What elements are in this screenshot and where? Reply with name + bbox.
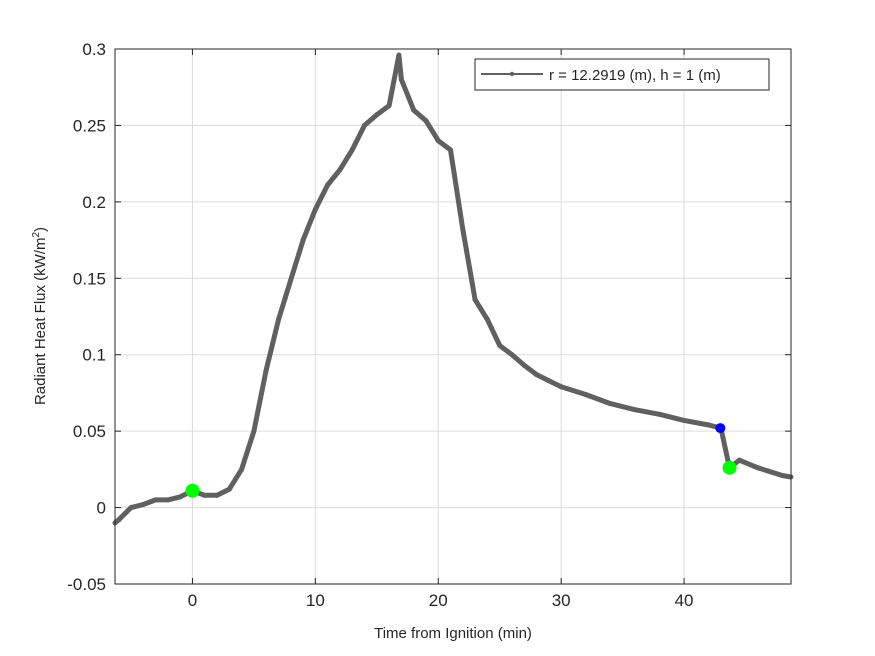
legend-entry: r = 12.2919 (m), h = 1 (m) (549, 67, 721, 84)
data-point (497, 343, 503, 349)
ticks: 0 10 20 30 40 -0.05 0 0.05 0.1 0.15 0.2 0.25 0.3 (67, 40, 791, 610)
legend: r = 12.2919 (m), h = 1 (m) (474, 58, 770, 91)
x-tick-label: 10 (306, 591, 325, 610)
axes-box (114, 48, 792, 585)
x-tick-label: 20 (429, 591, 448, 610)
data-point (448, 147, 454, 153)
data-point (583, 391, 589, 397)
data-point (140, 502, 146, 508)
data-point (202, 492, 208, 498)
data-point (312, 207, 318, 212)
data-point (325, 182, 331, 188)
data-point (755, 465, 761, 471)
y-axis-label: Radiant Heat Flux (kW/m2) (31, 227, 49, 405)
y-tick-label: 0.3 (82, 40, 106, 59)
data-point (386, 103, 392, 109)
y-tick-label: -0.05 (67, 575, 106, 594)
y-tick-label: 0.05 (73, 422, 106, 441)
data-point (263, 367, 269, 373)
y-tick-label: 0.2 (82, 193, 106, 212)
x-tick-label: 40 (675, 591, 694, 610)
data-point (656, 411, 662, 417)
data-point (214, 492, 220, 498)
data-point (534, 372, 540, 378)
data-point (460, 226, 466, 232)
highlight-marker (185, 483, 200, 498)
data-point (153, 497, 159, 503)
data-point (349, 147, 355, 153)
data-point (398, 77, 404, 83)
data-point (165, 497, 171, 503)
data-point (128, 505, 134, 511)
data-point (546, 378, 552, 384)
data-point (362, 122, 368, 128)
y-tick-label: 0.1 (82, 346, 106, 365)
highlight-marker (715, 423, 726, 434)
data-point (288, 277, 294, 283)
data-point (435, 138, 441, 144)
marker-group (185, 423, 737, 498)
x-axis-label: Time from Ignition (min) (374, 625, 532, 642)
y-tick-label: 0.15 (73, 269, 106, 288)
y-axis-label-end: ) (32, 227, 49, 232)
series-group (112, 52, 794, 526)
data-point (239, 466, 245, 472)
data-point (116, 517, 122, 523)
data-point (251, 428, 257, 434)
data-point (177, 494, 183, 500)
data-point (423, 118, 429, 124)
data-point (521, 362, 527, 368)
data-point (558, 384, 564, 390)
data-point (472, 297, 478, 303)
y-tick-label: 0 (97, 499, 106, 518)
x-tick-label: 0 (188, 591, 197, 610)
data-point (736, 457, 742, 463)
data-point (411, 107, 417, 113)
plot-area (115, 49, 791, 584)
highlight-marker (722, 460, 737, 475)
legend-marker-swatch (509, 71, 515, 77)
data-point (607, 401, 613, 407)
y-tick-label: 0.25 (73, 116, 106, 135)
data-point (396, 52, 402, 58)
data-point (632, 407, 638, 413)
data-point (300, 237, 306, 243)
data-point (706, 422, 712, 428)
data-point (484, 317, 490, 323)
data-point (509, 352, 515, 358)
y-axis-label-main: Radiant Heat Flux (kW/m (32, 238, 49, 406)
data-point (275, 317, 281, 323)
data-point (374, 112, 380, 118)
data-point (226, 486, 232, 492)
data-point (779, 472, 785, 478)
data-point (681, 417, 687, 423)
y-axis-label-sup: 2 (31, 232, 42, 238)
x-tick-label: 30 (552, 591, 571, 610)
data-point (337, 167, 343, 173)
